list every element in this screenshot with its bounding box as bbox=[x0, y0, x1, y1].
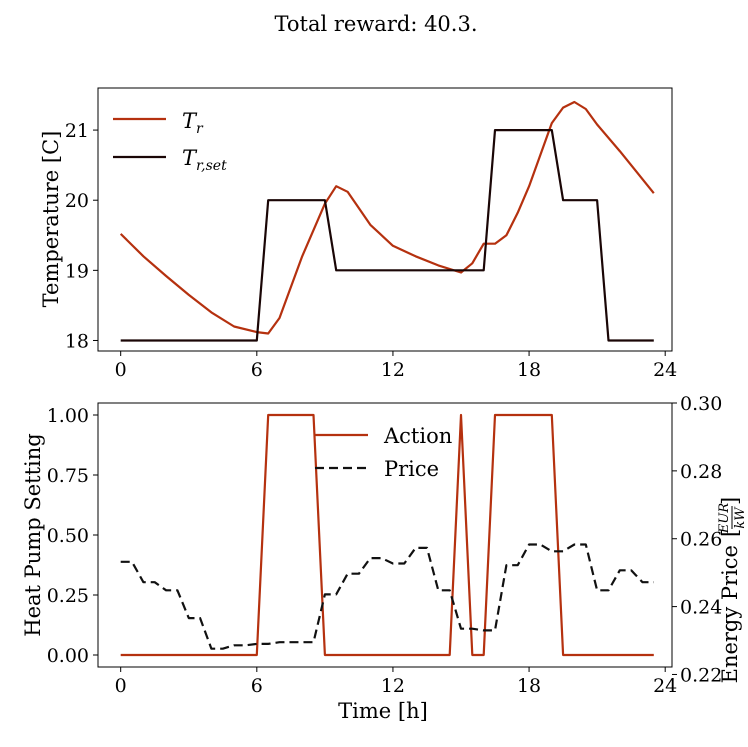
legend-label-trset: Tr,set bbox=[182, 146, 227, 174]
x-tick-label: 18 bbox=[517, 675, 541, 697]
y-right-tick-label: 0.26 bbox=[680, 529, 722, 551]
y-tick-label: 20 bbox=[65, 190, 89, 212]
x-tick-label: 24 bbox=[653, 675, 677, 697]
y-tick-label: 21 bbox=[65, 120, 89, 142]
y-tick-label: 1.00 bbox=[47, 405, 89, 427]
y-tick-label: 0.75 bbox=[47, 465, 89, 487]
figure-title: Total reward: 40.3. bbox=[275, 12, 478, 36]
heatpump-panel: 0 6 12 18 24 0.00 0.25 0.50 0.75 1.00 0.22 0.24 0.26… bbox=[21, 393, 748, 723]
y-right-tick-label: 0.22 bbox=[680, 664, 722, 686]
legend-label-tr: Tr bbox=[182, 109, 204, 137]
series-line-tr bbox=[119, 100, 655, 335]
series-line-trset bbox=[120, 129, 654, 342]
series-line-action bbox=[120, 413, 654, 657]
heatpump-ylabel: Heat Pump Setting bbox=[21, 433, 45, 636]
energy-price-bracket-open: [ bbox=[718, 529, 742, 537]
energy-price-unit-den: kW bbox=[733, 506, 748, 529]
y-right-tick-label: 0.30 bbox=[680, 393, 722, 415]
y-tick-label: 0.50 bbox=[47, 525, 89, 547]
x-tick-label: 0 bbox=[115, 675, 127, 697]
y-right-tick-label: 0.28 bbox=[680, 461, 722, 483]
x-tick-label: 6 bbox=[251, 359, 263, 381]
x-tick-label: 24 bbox=[653, 359, 677, 381]
heatpump-legend: Action Price bbox=[315, 424, 452, 481]
x-tick-label: 18 bbox=[517, 359, 541, 381]
y-tick-label: 0.25 bbox=[47, 585, 89, 607]
y-tick-label: 19 bbox=[65, 260, 89, 282]
x-tick-label: 6 bbox=[251, 675, 263, 697]
energy-price-ylabel: Energy Price [ EUR kW ] bbox=[717, 497, 748, 684]
y-tick-label: 18 bbox=[65, 330, 89, 352]
energy-price-unit-num: EUR bbox=[717, 503, 732, 534]
series-line-price bbox=[120, 543, 654, 650]
temperature-ylabel: Temperature [C] bbox=[39, 131, 63, 308]
y-tick-label: 0.00 bbox=[47, 645, 89, 667]
legend-label-price: Price bbox=[384, 457, 439, 481]
energy-price-ylabel-text: Energy Price bbox=[718, 545, 742, 683]
temperature-panel: 0 6 12 18 24 18 19 20 21 Temperature [C] Tr Tr,s… bbox=[39, 87, 677, 381]
time-xlabel: Time [h] bbox=[338, 699, 428, 723]
y-right-tick-label: 0.24 bbox=[680, 597, 722, 619]
temperature-legend: Tr Tr,set bbox=[113, 109, 227, 174]
legend-label-action: Action bbox=[383, 424, 452, 448]
x-tick-label: 12 bbox=[381, 675, 405, 697]
energy-price-bracket-close: ] bbox=[718, 497, 742, 505]
x-tick-label: 0 bbox=[115, 359, 127, 381]
x-tick-label: 12 bbox=[381, 359, 405, 381]
temperature-plot-frame bbox=[97, 87, 673, 352]
